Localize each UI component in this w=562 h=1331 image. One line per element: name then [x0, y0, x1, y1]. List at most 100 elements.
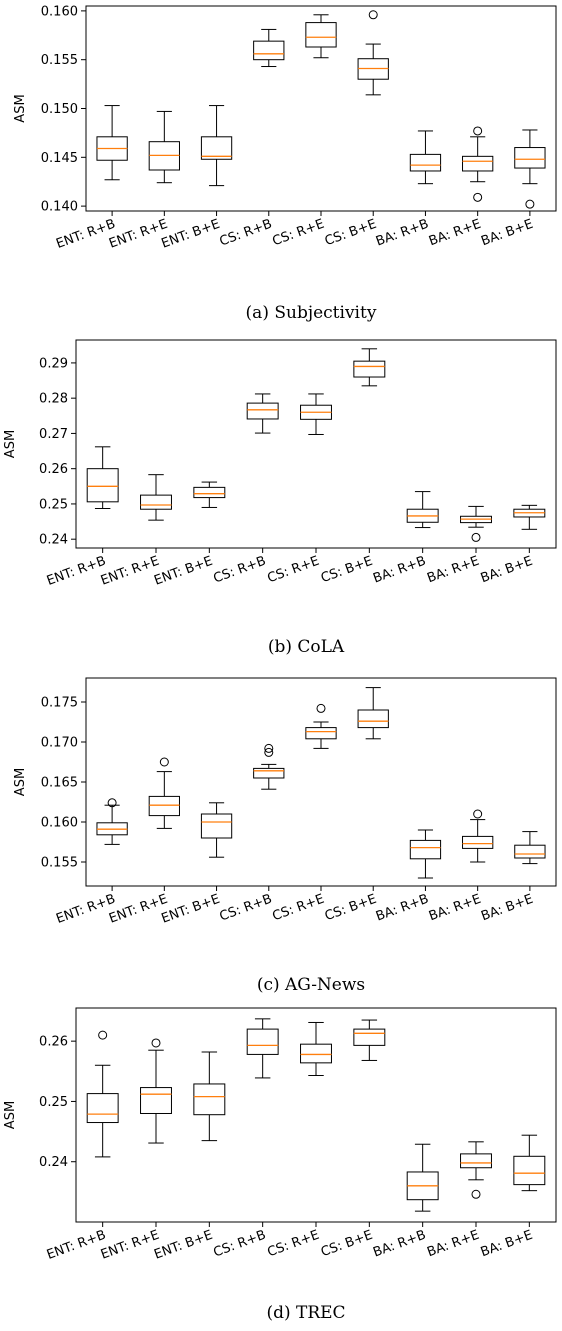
y-axis-label: ASM	[3, 430, 18, 458]
box-6	[357, 687, 389, 740]
x-tick-label: ENT: R+B	[45, 1228, 108, 1263]
box-iqr	[305, 22, 337, 48]
box-2	[148, 110, 180, 184]
y-tick-label: 0.26	[39, 1035, 68, 1050]
box-7	[406, 491, 439, 529]
box-7	[406, 1143, 439, 1212]
box-5	[305, 703, 337, 749]
flier-point	[471, 1189, 481, 1199]
box-2	[148, 757, 180, 829]
flier-point	[316, 703, 326, 713]
x-tick-label: ENT: R+E	[107, 892, 170, 927]
box-iqr	[353, 1028, 386, 1046]
flier-point	[473, 809, 483, 819]
y-tick-label: 0.150	[41, 102, 78, 117]
box-8	[462, 809, 494, 863]
box-2	[140, 474, 172, 521]
y-tick-label: 0.25	[39, 497, 68, 512]
x-tick-label: CS: R+E	[271, 217, 327, 250]
y-tick-label: 0.26	[39, 462, 68, 477]
flier-point	[98, 1030, 108, 1040]
box-4	[253, 28, 285, 68]
x-tick-label: ENT: R+E	[99, 554, 162, 589]
x-tick-label: BA: R+B	[371, 554, 428, 587]
box-iqr	[148, 795, 180, 817]
chart-caption: (d) TREC	[266, 1303, 345, 1323]
y-tick-label: 0.27	[39, 427, 68, 442]
x-tick-label: CS: R+E	[271, 892, 327, 925]
x-tick-label: CS: R+B	[212, 1228, 269, 1261]
flier-point	[107, 798, 117, 808]
x-tick-label: CS: R+B	[212, 554, 269, 587]
y-tick-label: 0.175	[41, 696, 78, 711]
box-iqr	[86, 1093, 119, 1124]
x-tick-label: CS: B+E	[323, 892, 379, 925]
flier-point	[151, 1038, 161, 1048]
box-iqr	[193, 486, 226, 499]
x-tick-label: CS: R+B	[218, 217, 275, 250]
x-tick-label: ENT: B+E	[159, 892, 221, 927]
x-tick-label: ENT: R+B	[54, 217, 117, 252]
box-1	[86, 1030, 119, 1158]
box-iqr	[409, 839, 442, 860]
box-8	[460, 505, 492, 542]
box-5	[300, 1021, 332, 1077]
chart-caption: (a) Subjectivity	[246, 303, 377, 323]
flier-point	[473, 126, 483, 136]
chart-caption: (c) AG-News	[257, 975, 365, 995]
box-iqr	[353, 360, 386, 378]
box-iqr	[462, 835, 494, 849]
x-tick-label: ENT: R+B	[45, 554, 108, 589]
box-iqr	[193, 1083, 226, 1116]
y-tick-label: 0.24	[39, 1155, 68, 1170]
chart-caption: (b) CoLA	[268, 637, 345, 657]
y-tick-label: 0.155	[41, 53, 78, 68]
y-tick-label: 0.160	[41, 4, 78, 19]
x-tick-label: CS: R+E	[266, 1228, 322, 1261]
box-8	[462, 126, 494, 202]
box-3	[193, 481, 226, 508]
y-tick-label: 0.29	[39, 356, 68, 371]
y-tick-label: 0.170	[41, 736, 78, 751]
box-7	[409, 130, 442, 185]
box-iqr	[86, 468, 119, 503]
box-3	[200, 105, 233, 187]
box-1	[86, 446, 119, 510]
x-tick-label: BA: R+E	[425, 554, 481, 587]
x-tick-label: BA: B+E	[479, 892, 535, 925]
box-iqr	[140, 494, 172, 510]
flier-point	[525, 199, 535, 209]
x-tick-label: BA: B+E	[479, 554, 535, 587]
box-8	[460, 1141, 492, 1199]
box-iqr	[514, 147, 546, 169]
box-2	[140, 1038, 172, 1144]
box-9	[514, 831, 546, 865]
box-iqr	[200, 136, 233, 160]
y-axis-label: ASM	[13, 94, 28, 122]
box-iqr	[460, 1153, 492, 1169]
box-6	[357, 10, 389, 96]
y-axis-label: ASM	[13, 768, 28, 796]
box-iqr	[305, 727, 337, 740]
flier-point	[264, 747, 274, 757]
y-tick-label: 0.140	[41, 200, 78, 215]
box-iqr	[246, 1028, 279, 1055]
flier-point	[159, 757, 169, 767]
box-3	[193, 1051, 226, 1142]
y-tick-label: 0.28	[39, 392, 68, 407]
box-iqr	[246, 402, 279, 420]
plot-frame	[85, 677, 557, 887]
box-iqr	[357, 709, 389, 729]
box-1	[96, 798, 128, 845]
x-tick-label: ENT: B+E	[159, 217, 221, 252]
x-tick-label: CS: B+E	[319, 554, 375, 587]
x-tick-label: BA: R+E	[425, 1228, 481, 1261]
flier-point	[471, 532, 481, 542]
box-4	[246, 1018, 279, 1079]
box-iqr	[253, 767, 285, 779]
